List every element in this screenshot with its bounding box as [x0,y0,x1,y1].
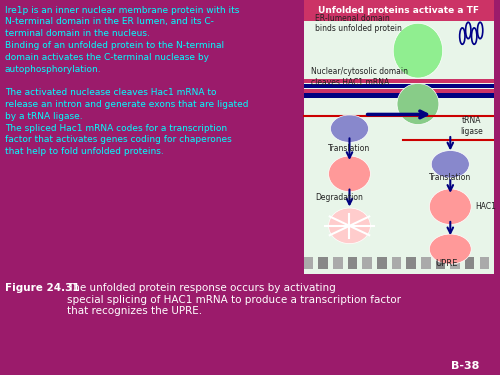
Text: Translation: Translation [328,144,370,153]
Text: B-38: B-38 [451,361,479,371]
Bar [392,257,401,269]
Bar [304,257,314,269]
Bar [421,257,430,269]
Bar [304,93,494,98]
Bar [304,89,494,93]
Text: ER-lumenal domain
binds unfolded protein: ER-lumenal domain binds unfolded protein [315,13,402,33]
Ellipse shape [328,156,370,192]
Bar [406,257,416,269]
Text: The unfolded protein response occurs by activating
special splicing of HAC1 mRNA: The unfolded protein response occurs by … [66,283,400,316]
Ellipse shape [393,23,442,78]
Bar [333,257,342,269]
Ellipse shape [330,115,368,142]
Ellipse shape [430,189,471,225]
Text: Translation: Translation [429,173,472,182]
Ellipse shape [432,150,470,178]
Text: Figure 24.31: Figure 24.31 [5,283,80,293]
Ellipse shape [430,234,471,264]
Text: Degradation: Degradation [315,193,363,202]
Bar [304,84,494,88]
Text: Ire1p is an inner nuclear membrane protein with its
N-terminal domain in the ER : Ire1p is an inner nuclear membrane prote… [5,6,248,156]
Bar [436,257,445,269]
Bar [304,79,494,84]
Bar [318,257,328,269]
Text: HAC1: HAC1 [475,202,496,211]
Bar [480,257,489,269]
Bar [304,0,494,21]
Bar [304,0,494,274]
Text: UPRE: UPRE [436,259,458,268]
Bar [348,257,358,269]
Bar [377,257,386,269]
Bar [362,257,372,269]
Ellipse shape [397,84,439,124]
Text: Nuclear/cytosolic domain
cleaves HAC1 mRNA: Nuclear/cytosolic domain cleaves HAC1 mR… [312,68,408,87]
Ellipse shape [328,208,370,244]
Bar [450,257,460,269]
Text: Unfolded proteins activate a TF: Unfolded proteins activate a TF [318,6,480,15]
Text: tRNA
ligase: tRNA ligase [460,116,482,136]
Bar [465,257,474,269]
